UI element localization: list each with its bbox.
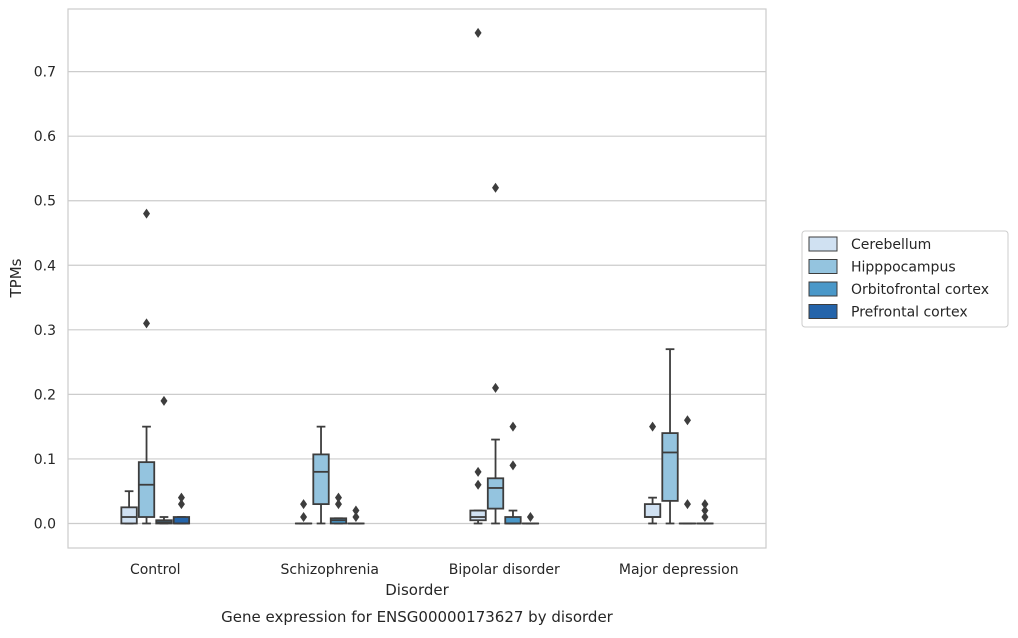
box-body [121, 507, 136, 523]
legend-swatch-0 [809, 237, 837, 251]
y-axis-label: TPMs [7, 258, 25, 298]
x-axis-label: Disorder [385, 581, 449, 599]
box-body [662, 433, 677, 501]
y-tick-label-3: 0.3 [34, 323, 56, 339]
y-tick-label-0: 0.0 [34, 516, 56, 532]
legend-label-2: Orbitofrontal cortex [851, 282, 989, 298]
box-body [488, 478, 503, 508]
y-tick-label-1: 0.1 [34, 452, 56, 468]
x-tick-label-2: Bipolar disorder [449, 562, 560, 578]
legend-swatch-3 [809, 305, 837, 319]
legend-swatch-1 [809, 260, 837, 274]
box-body [470, 511, 485, 521]
legend-label-0: Cerebellum [851, 237, 931, 253]
y-tick-label-7: 0.7 [34, 65, 56, 81]
legend-swatch-2 [809, 282, 837, 296]
legend: Cerebellum Hipppocampus Orbitofrontal cort… [802, 231, 1008, 327]
x-tick-label-1: Schizophrenia [281, 562, 379, 578]
x-tick-label-0: Control [130, 562, 181, 578]
box-body [645, 504, 660, 517]
figure-caption: Gene expression for ENSG00000173627 by d… [221, 608, 614, 626]
box-body [505, 517, 520, 523]
y-tick-labels: 0.0 0.1 0.2 0.3 0.4 0.5 0.6 0.7 [34, 65, 56, 533]
plot-area [68, 9, 766, 548]
box-body [313, 454, 328, 504]
box-0-3 [174, 517, 189, 523]
y-tick-label-6: 0.6 [34, 129, 56, 145]
y-tick-label-5: 0.5 [34, 194, 56, 210]
y-tick-label-2: 0.2 [34, 387, 56, 403]
box-body [139, 462, 154, 517]
box-1-2 [331, 518, 346, 523]
box-body [174, 517, 189, 523]
y-tick-label-4: 0.4 [34, 258, 56, 274]
legend-label-1: Hipppocampus [851, 260, 956, 276]
x-tick-label-3: Major depression [619, 562, 739, 578]
x-tick-labels: Control Schizophrenia Bipolar disorder Majo… [130, 562, 739, 578]
legend-label-3: Prefrontal cortex [851, 305, 968, 321]
